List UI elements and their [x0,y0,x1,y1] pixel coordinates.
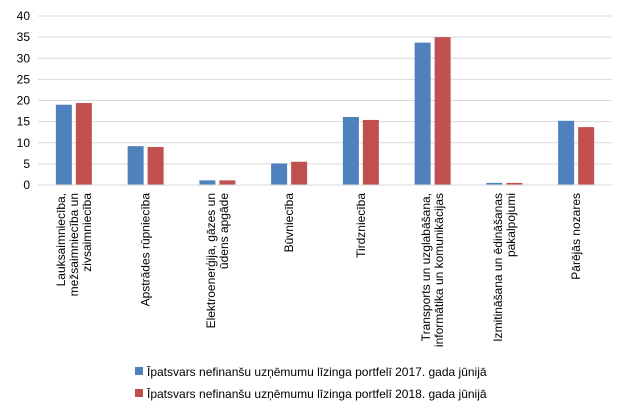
legend-swatch [135,367,143,375]
x-category-label: Transports un uzglabāšana, informātika un… [419,193,446,347]
x-category-label-line: Elektroenerģija, gāzes un [204,193,218,328]
y-tick-label: 20 [17,94,31,108]
x-category-label-line: Izmitināšana un ēdināšanas [491,193,505,342]
y-tick-label: 25 [17,72,31,86]
legend: Īpatsvars nefinanšu uzņēmumu līzinga por… [135,365,487,401]
bar-series-2 [506,182,523,185]
bar-series-1 [199,180,216,185]
x-category-label-line: mežsaimniecība un [67,193,81,296]
bar-series-1 [55,104,72,185]
bar-series-2 [75,103,92,185]
x-category-label: Tirdzniecība [354,193,368,258]
x-category-label: Apstrādes rūpniecība [139,193,153,307]
bars [55,37,595,186]
x-category-label-line: Būvniecība [282,193,296,253]
x-category-label-line: Transports un uzglabāšana, [419,193,433,341]
x-category-label: Pārējās nozares [569,193,583,280]
bar-series-1 [558,120,575,185]
x-category-label-line: Lauksaimniecība, [54,193,68,286]
bar-series-1 [342,116,359,185]
x-category-label-line: zivsaimniecība [80,193,94,272]
legend-label: Īpatsvars nefinanšu uzņēmumu līzinga por… [147,387,487,401]
gridlines [38,15,612,165]
bar-series-1 [127,146,144,185]
x-category-label-line: pakalpojumi [504,193,518,257]
x-category-label: Lauksaimniecība, mežsaimniecība un zivsaim… [54,193,94,297]
x-category-label-line: Pārējās nozares [569,193,583,280]
bar-series-2 [362,119,379,185]
x-category-label: Izmitināšana un ēdināšanas pakalpojumi [491,193,518,342]
y-tick-label: 40 [17,9,31,23]
bar-series-1 [271,163,288,185]
x-category-label-line: Tirdzniecība [354,193,368,258]
y-tick-label: 10 [17,136,31,150]
bar-series-2 [578,127,595,185]
y-axis: 0 5 10 15 20 25 30 35 40 [17,9,31,192]
bar-series-1 [486,182,503,185]
bar-series-2 [219,180,236,185]
legend-label: Īpatsvars nefinanšu uzņēmumu līzinga por… [147,365,487,379]
x-category-label-line: ūdens apgāde [217,193,231,269]
x-category-label: Elektroenerģija, gāzes un ūdens apgāde [204,193,231,329]
legend-swatch [135,389,143,397]
bar-series-2 [434,37,451,185]
x-axis-labels: Lauksaimniecība, mežsaimniecība un zivsaim… [54,193,583,347]
y-tick-label: 35 [17,30,31,44]
y-tick-label: 30 [17,51,31,65]
bar-series-2 [291,161,308,185]
bar-series-2 [147,146,164,185]
x-category-label: Būvniecība [282,193,296,253]
y-tick-label: 15 [17,115,31,129]
bar-series-1 [414,42,431,186]
y-tick-label: 5 [23,157,30,171]
y-tick-label: 0 [23,178,30,192]
x-category-label-line: informātika un komunikācijas [432,193,446,347]
x-category-label-line: Apstrādes rūpniecība [139,193,153,307]
